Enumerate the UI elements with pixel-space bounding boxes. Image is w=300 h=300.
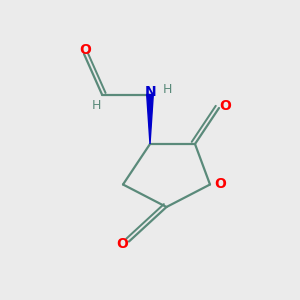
Text: O: O: [214, 178, 226, 191]
Text: O: O: [80, 43, 92, 56]
Text: H: H: [92, 99, 101, 112]
Text: N: N: [145, 85, 156, 99]
Text: O: O: [116, 238, 128, 251]
Polygon shape: [147, 94, 153, 144]
Text: O: O: [220, 99, 232, 112]
Text: H: H: [163, 82, 172, 96]
